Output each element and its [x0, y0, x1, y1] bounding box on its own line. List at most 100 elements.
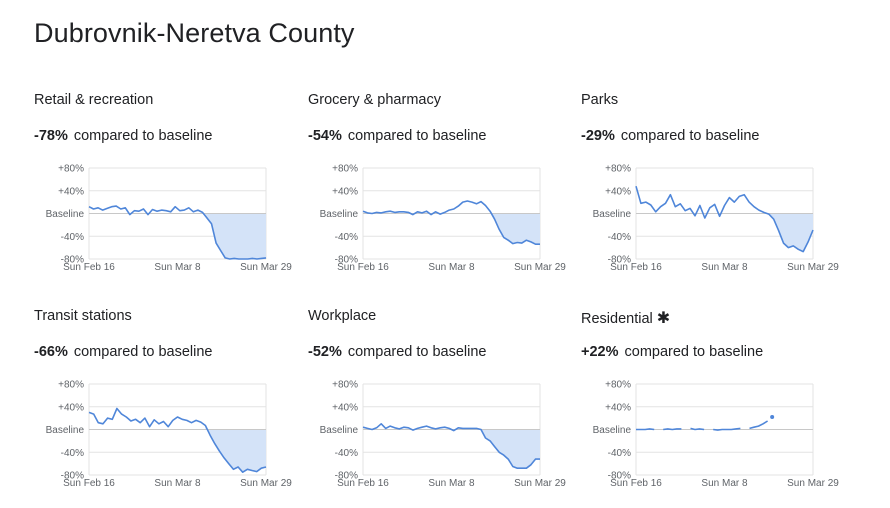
y-tick-label: -40%	[335, 232, 358, 243]
panel-transit: Transit stations -66% compared to baselin…	[34, 308, 304, 508]
panel-title: Residential ✱	[581, 308, 670, 328]
y-tick-label: -80%	[608, 471, 631, 482]
y-tick-label: -80%	[608, 255, 631, 266]
series-line	[362, 200, 540, 245]
chart-parks: +80% +40% Baseline -40% -80%Sun Feb 16 Sun Ma…	[593, 164, 840, 274]
compare-label: compared to baseline	[73, 344, 213, 360]
panel-stat: -66% compared to baseline	[34, 344, 213, 360]
x-tick-label: Sun Feb 16	[63, 478, 115, 489]
panel-retail: Retail & recreation -78% compared to base…	[34, 92, 304, 292]
y-tick-label: +40%	[605, 402, 631, 413]
y-tick-label: +80%	[332, 380, 358, 391]
percent-change: -29%	[581, 128, 615, 144]
below-baseline-area	[205, 425, 266, 473]
y-tick-label: -40%	[608, 232, 631, 243]
panel-title-text: Residential	[581, 311, 653, 327]
x-tick-label: Sun Mar 29	[240, 478, 292, 489]
panel-title: Parks	[581, 92, 619, 108]
y-tick-label: +80%	[605, 380, 631, 391]
series-line	[362, 423, 540, 469]
series-line	[88, 205, 267, 260]
y-tick-label: Baseline	[46, 209, 85, 220]
panel-title: Workplace	[308, 308, 377, 324]
series-line	[635, 185, 814, 253]
chart-retail: +80% +40% Baseline -40% -80%Sun Feb 16 Sun Ma…	[46, 164, 293, 274]
y-tick-label: -40%	[335, 448, 358, 459]
panel-stat: -52% compared to baseline	[308, 344, 487, 360]
y-tick-label: +40%	[605, 186, 631, 197]
x-tick-label: Sun Mar 8	[428, 478, 475, 489]
series-segment	[663, 428, 682, 431]
page-title: Dubrovnik-Neretva County	[34, 18, 355, 48]
asterisk-icon: ✱	[656, 310, 671, 327]
y-tick-label: -80%	[335, 471, 358, 482]
series-segment	[636, 428, 655, 431]
series-segment	[749, 420, 769, 430]
x-tick-label: Sun Feb 16	[610, 478, 662, 489]
y-tick-label: +40%	[332, 186, 358, 197]
below-baseline-area	[202, 212, 266, 259]
x-tick-label: Sun Feb 16	[63, 262, 115, 273]
x-tick-label: Sun Mar 8	[701, 262, 748, 273]
y-tick-label: Baseline	[593, 209, 632, 220]
y-tick-label: +40%	[58, 402, 84, 413]
x-tick-label: Sun Mar 8	[154, 262, 201, 273]
x-tick-label: Sun Mar 29	[514, 262, 566, 273]
x-tick-label: Sun Mar 29	[787, 262, 839, 273]
x-tick-label: Sun Mar 8	[701, 478, 748, 489]
x-tick-label: Sun Mar 8	[428, 262, 475, 273]
percent-change: -52%	[308, 344, 342, 360]
panel-title: Retail & recreation	[34, 92, 154, 108]
y-tick-label: Baseline	[46, 425, 85, 436]
x-tick-label: Sun Feb 16	[337, 262, 389, 273]
chart-grocery: +80% +40% Baseline -40% -80%Sun Feb 16 Sun Ma…	[320, 164, 567, 274]
panel-workplace: Workplace -52% compared to baseline +80% +…	[308, 308, 578, 508]
y-tick-label: Baseline	[320, 209, 359, 220]
below-baseline-area	[481, 429, 540, 469]
y-tick-label: +40%	[58, 186, 84, 197]
percent-change: +22%	[581, 344, 619, 360]
panel-stat: +22% compared to baseline	[581, 344, 763, 360]
x-tick-label: Sun Mar 29	[240, 262, 292, 273]
percent-change: -78%	[34, 128, 68, 144]
percent-change: -54%	[308, 128, 342, 144]
below-baseline-area	[763, 212, 813, 252]
percent-change: -66%	[34, 344, 68, 360]
panel-residential: Residential ✱ +22% compared to baseline +8…	[581, 308, 851, 508]
compare-label: compared to baseline	[347, 128, 487, 144]
x-tick-label: Sun Mar 29	[787, 478, 839, 489]
y-tick-label: -80%	[335, 255, 358, 266]
panel-parks: Parks -29% compared to baseline +80% +40% B…	[581, 92, 851, 292]
y-tick-label: +40%	[332, 402, 358, 413]
x-tick-label: Sun Feb 16	[337, 478, 389, 489]
chart-workplace: +80% +40% Baseline -40% -80%Sun Feb 16 Sun Ma…	[320, 380, 567, 490]
series-segment	[713, 427, 741, 431]
series-point	[770, 414, 775, 419]
compare-label: compared to baseline	[73, 128, 213, 144]
panel-grocery: Grocery & pharmacy -54% compared to basel…	[308, 92, 578, 292]
y-tick-label: Baseline	[593, 425, 632, 436]
compare-label: compared to baseline	[620, 128, 760, 144]
y-tick-label: Baseline	[320, 425, 359, 436]
y-tick-label: -40%	[61, 232, 84, 243]
series-line	[88, 407, 267, 473]
panel-title: Grocery & pharmacy	[308, 92, 441, 108]
chart-transit: +80% +40% Baseline -40% -80%Sun Feb 16 Sun Ma…	[46, 380, 293, 490]
x-tick-label: Sun Mar 8	[154, 478, 201, 489]
x-tick-label: Sun Feb 16	[610, 262, 662, 273]
compare-label: compared to baseline	[347, 344, 487, 360]
y-tick-label: -40%	[608, 448, 631, 459]
chart-residential: +80% +40% Baseline -40% -80%Sun Feb 16 Sun Ma…	[593, 380, 840, 490]
y-tick-label: -80%	[61, 471, 84, 482]
x-tick-label: Sun Mar 29	[514, 478, 566, 489]
panel-title: Transit stations	[34, 308, 132, 324]
y-tick-label: +80%	[332, 164, 358, 175]
y-tick-label: +80%	[58, 380, 84, 391]
panel-stat: -78% compared to baseline	[34, 128, 213, 144]
y-tick-label: -80%	[61, 255, 84, 266]
compare-label: compared to baseline	[624, 344, 764, 360]
y-tick-label: -40%	[61, 448, 84, 459]
panel-stat: -29% compared to baseline	[581, 128, 760, 144]
y-tick-label: +80%	[58, 164, 84, 175]
below-baseline-area	[490, 211, 540, 245]
